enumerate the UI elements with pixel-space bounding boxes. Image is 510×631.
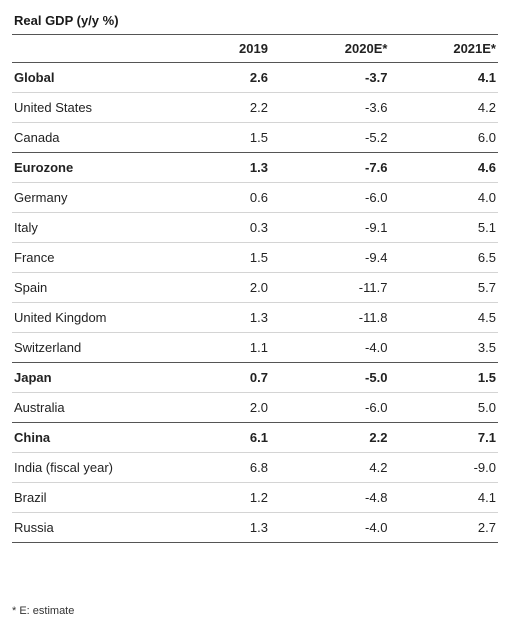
row-name-cell: India (fiscal year)	[14, 460, 113, 475]
row-name-cell: Italy	[14, 220, 38, 235]
table-row: United Kingdom 1.3 -11.8 4.5	[12, 303, 498, 333]
row-name-cell: Australia	[14, 400, 65, 415]
table-row: China 6.1 2.2 7.1	[12, 423, 498, 453]
row-value-2021e: 5.0	[477, 400, 496, 415]
row-value-2019: 6.1	[249, 430, 268, 445]
row-name-cell: Spain	[14, 280, 48, 295]
row-name-cell: Canada	[14, 130, 60, 145]
header-cell-2019: 2019	[239, 41, 268, 56]
table-header-row: 2019 2020E* 2021E*	[12, 35, 498, 63]
row-name-cell: France	[14, 250, 55, 265]
row-value-2020e: -11.7	[358, 280, 388, 295]
row-value-2020e: -5.2	[365, 130, 388, 145]
table-row: Russia 1.3 -4.0 2.7	[12, 513, 498, 543]
row-value-2021e: 6.0	[477, 130, 496, 145]
row-value-2021e: 5.1	[477, 220, 496, 235]
row-value-2019: 1.1	[249, 340, 268, 355]
row-value-2020e: -5.0	[365, 370, 388, 385]
row-value-2021e: 4.0	[477, 190, 496, 205]
row-value-2019: 2.6	[249, 70, 268, 85]
row-value-2019: 1.3	[249, 160, 268, 175]
table-row: India (fiscal year) 6.8 4.2 -9.0	[12, 453, 498, 483]
table-row: Italy 0.3 -9.1 5.1	[12, 213, 498, 243]
row-value-2020e: -9.4	[365, 250, 388, 265]
row-value-2019: 0.6	[249, 190, 268, 205]
row-value-2021e: 4.2	[477, 100, 496, 115]
row-value-2020e: -4.8	[365, 490, 388, 505]
row-value-2021e: 2.7	[477, 520, 496, 535]
row-value-2020e: -6.0	[365, 400, 388, 415]
row-value-2019: 1.3	[249, 310, 268, 325]
row-value-2021e: 1.5	[477, 370, 496, 385]
row-value-2020e: -3.7	[365, 70, 388, 85]
table-row: Brazil 1.2 -4.8 4.1	[12, 483, 498, 513]
row-name-cell: Germany	[14, 190, 68, 205]
row-name-cell: Global	[14, 70, 55, 85]
row-value-2021e: 4.5	[477, 310, 496, 325]
row-name-cell: United Kingdom	[14, 310, 107, 325]
table-row: Switzerland 1.1 -4.0 3.5	[12, 333, 498, 363]
footnote: * E: estimate	[12, 605, 75, 617]
table-title: Real GDP (y/y %)	[14, 13, 119, 28]
row-value-2020e: -3.6	[365, 100, 388, 115]
row-name-cell: United States	[14, 100, 93, 115]
row-value-2021e: 4.1	[477, 70, 496, 85]
header-cell-2020e: 2020E*	[344, 41, 388, 56]
row-value-2020e: -4.0	[365, 340, 388, 355]
row-value-2019: 1.2	[249, 490, 268, 505]
row-name-cell: Japan	[14, 370, 52, 385]
table-row: Canada 1.5 -5.2 6.0	[12, 123, 498, 153]
row-value-2019: 2.0	[249, 280, 268, 295]
row-value-2020e: -11.8	[358, 310, 388, 325]
table-row: Japan 0.7 -5.0 1.5	[12, 363, 498, 393]
row-value-2021e: -9.0	[473, 460, 496, 475]
row-value-2020e: -4.0	[365, 520, 388, 535]
row-value-2020e: 4.2	[369, 460, 388, 475]
row-value-2020e: 2.2	[369, 430, 388, 445]
row-value-2021e: 5.7	[477, 280, 496, 295]
row-value-2019: 1.3	[249, 520, 268, 535]
table-row: United States 2.2 -3.6 4.2	[12, 93, 498, 123]
row-value-2020e: -9.1	[365, 220, 388, 235]
header-cell-2021e: 2021E*	[453, 41, 496, 56]
row-name-cell: Brazil	[14, 490, 47, 505]
row-value-2019: 2.0	[249, 400, 268, 415]
table-row: Australia 2.0 -6.0 5.0	[12, 393, 498, 423]
row-value-2019: 0.7	[249, 370, 268, 385]
table-row: Global 2.6 -3.7 4.1	[12, 63, 498, 93]
row-value-2021e: 6.5	[477, 250, 496, 265]
table-body: Global 2.6 -3.7 4.1 United States 2.2 -3.6 4.2 C…	[12, 63, 498, 543]
row-value-2019: 1.5	[249, 130, 268, 145]
row-name-cell: Eurozone	[14, 160, 74, 175]
row-name-cell: Switzerland	[14, 340, 82, 355]
row-value-2021e: 4.1	[477, 490, 496, 505]
row-value-2021e: 4.6	[477, 160, 496, 175]
row-value-2019: 2.2	[249, 100, 268, 115]
table-row: Germany 0.6 -6.0 4.0	[12, 183, 498, 213]
row-value-2020e: -7.6	[365, 160, 388, 175]
table-row: Eurozone 1.3 -7.6 4.6	[12, 153, 498, 183]
gdp-table: 2019 2020E* 2021E* Global 2.6 -3.7 4.1 Unite…	[12, 34, 498, 543]
row-value-2021e: 7.1	[477, 430, 496, 445]
row-value-2019: 6.8	[249, 460, 268, 475]
row-value-2021e: 3.5	[477, 340, 496, 355]
table-row: France 1.5 -9.4 6.5	[12, 243, 498, 273]
row-value-2020e: -6.0	[365, 190, 388, 205]
row-name-cell: China	[14, 430, 51, 445]
row-value-2019: 0.3	[249, 220, 268, 235]
row-name-cell: Russia	[14, 520, 54, 535]
row-value-2019: 1.5	[249, 250, 268, 265]
table-row: Spain 2.0 -11.7 5.7	[12, 273, 498, 303]
